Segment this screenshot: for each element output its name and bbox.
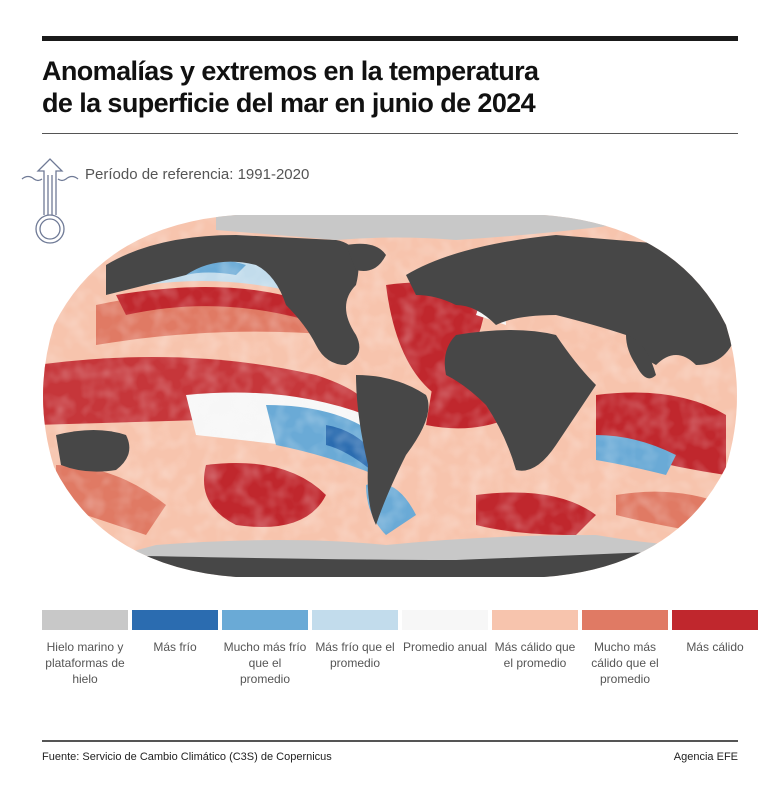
title-line-2: de la superficie del mar en junio de 202…: [42, 88, 536, 118]
title-divider: [42, 133, 738, 134]
top-rule: [42, 36, 738, 41]
legend-swatch: [222, 610, 308, 630]
source-text: Fuente: Servicio de Cambio Climático (C3…: [42, 751, 332, 763]
legend-label: Mucho más cálido que el promedio: [591, 640, 659, 686]
legend-item-warmest: Más cálido: [672, 610, 758, 655]
legend-item-much-warmer: Mucho más cálido que el promedio: [582, 610, 668, 687]
legend-swatch: [582, 610, 668, 630]
title-line-1: Anomalías y extremos en la temperatura: [42, 56, 539, 86]
legend-item-colder: Más frío que el promedio: [312, 610, 398, 671]
legend-item-ice: Hielo marino y plataformas de hielo: [42, 610, 128, 687]
legend-label: Más frío que el promedio: [315, 640, 395, 670]
legend-item-average: Promedio anual: [402, 610, 488, 655]
legend-swatch: [672, 610, 758, 630]
legend-item-much-colder: Mucho más frío que el promedio: [222, 610, 308, 687]
legend-swatch: [312, 610, 398, 630]
sst-anomaly-map: [36, 215, 744, 577]
reference-period: Período de referencia: 1991-2020: [85, 166, 310, 183]
legend-label: Más cálido que el promedio: [494, 640, 576, 670]
credit-text: Agencia EFE: [673, 751, 738, 763]
legend-swatch: [42, 610, 128, 630]
footer-divider: [42, 740, 738, 742]
legend-swatch: [402, 610, 488, 630]
legend-item-coldest: Más frío: [132, 610, 218, 655]
legend-label: Mucho más frío que el promedio: [223, 640, 307, 686]
legend-swatch: [492, 610, 578, 630]
thermometer-water-icon: [20, 155, 80, 252]
legend-label: Promedio anual: [402, 640, 488, 654]
legend-label: Hielo marino y plataformas de hielo: [45, 640, 125, 686]
legend-item-warmer: Más cálido que el promedio: [492, 610, 578, 671]
legend-label: Más cálido: [686, 640, 744, 654]
legend-swatch: [132, 610, 218, 630]
page-title: Anomalías y extremos en la temperatura d…: [42, 55, 738, 119]
legend-label: Más frío: [153, 640, 197, 654]
